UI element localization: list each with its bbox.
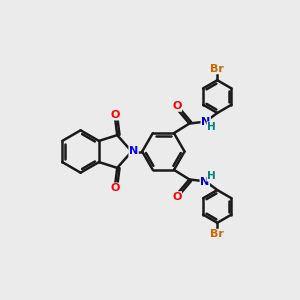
Text: N: N bbox=[129, 146, 138, 157]
Text: O: O bbox=[111, 110, 120, 120]
Text: H: H bbox=[207, 122, 216, 132]
Text: O: O bbox=[172, 192, 182, 202]
Text: Br: Br bbox=[210, 229, 224, 239]
Text: H: H bbox=[207, 171, 216, 181]
Text: O: O bbox=[111, 183, 120, 193]
Text: N: N bbox=[201, 117, 210, 127]
Text: O: O bbox=[172, 101, 182, 111]
Text: Br: Br bbox=[210, 64, 224, 74]
Text: N: N bbox=[200, 177, 209, 187]
